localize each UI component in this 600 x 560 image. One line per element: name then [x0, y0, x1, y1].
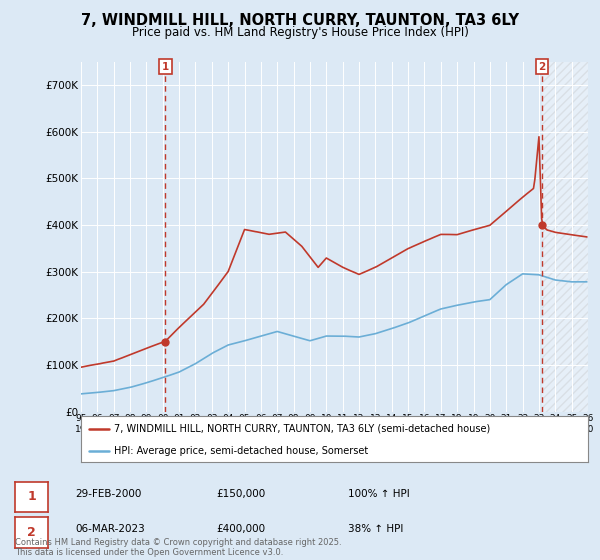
Text: Contains HM Land Registry data © Crown copyright and database right 2025.
This d: Contains HM Land Registry data © Crown c…	[15, 538, 341, 557]
Text: Price paid vs. HM Land Registry's House Price Index (HPI): Price paid vs. HM Land Registry's House …	[131, 26, 469, 39]
Text: 1: 1	[27, 491, 36, 503]
Text: 2: 2	[27, 526, 36, 539]
Text: 100% ↑ HPI: 100% ↑ HPI	[348, 489, 410, 499]
Text: 29-FEB-2000: 29-FEB-2000	[75, 489, 142, 499]
Text: 38% ↑ HPI: 38% ↑ HPI	[348, 524, 403, 534]
Text: £400,000: £400,000	[216, 524, 265, 534]
Text: 7, WINDMILL HILL, NORTH CURRY, TAUNTON, TA3 6LY (semi-detached house): 7, WINDMILL HILL, NORTH CURRY, TAUNTON, …	[114, 424, 490, 434]
Text: £150,000: £150,000	[216, 489, 265, 499]
Text: HPI: Average price, semi-detached house, Somerset: HPI: Average price, semi-detached house,…	[114, 446, 368, 455]
Text: 06-MAR-2023: 06-MAR-2023	[75, 524, 145, 534]
Text: 2: 2	[538, 62, 545, 72]
Text: 1: 1	[162, 62, 169, 72]
Text: 7, WINDMILL HILL, NORTH CURRY, TAUNTON, TA3 6LY: 7, WINDMILL HILL, NORTH CURRY, TAUNTON, …	[81, 13, 519, 28]
